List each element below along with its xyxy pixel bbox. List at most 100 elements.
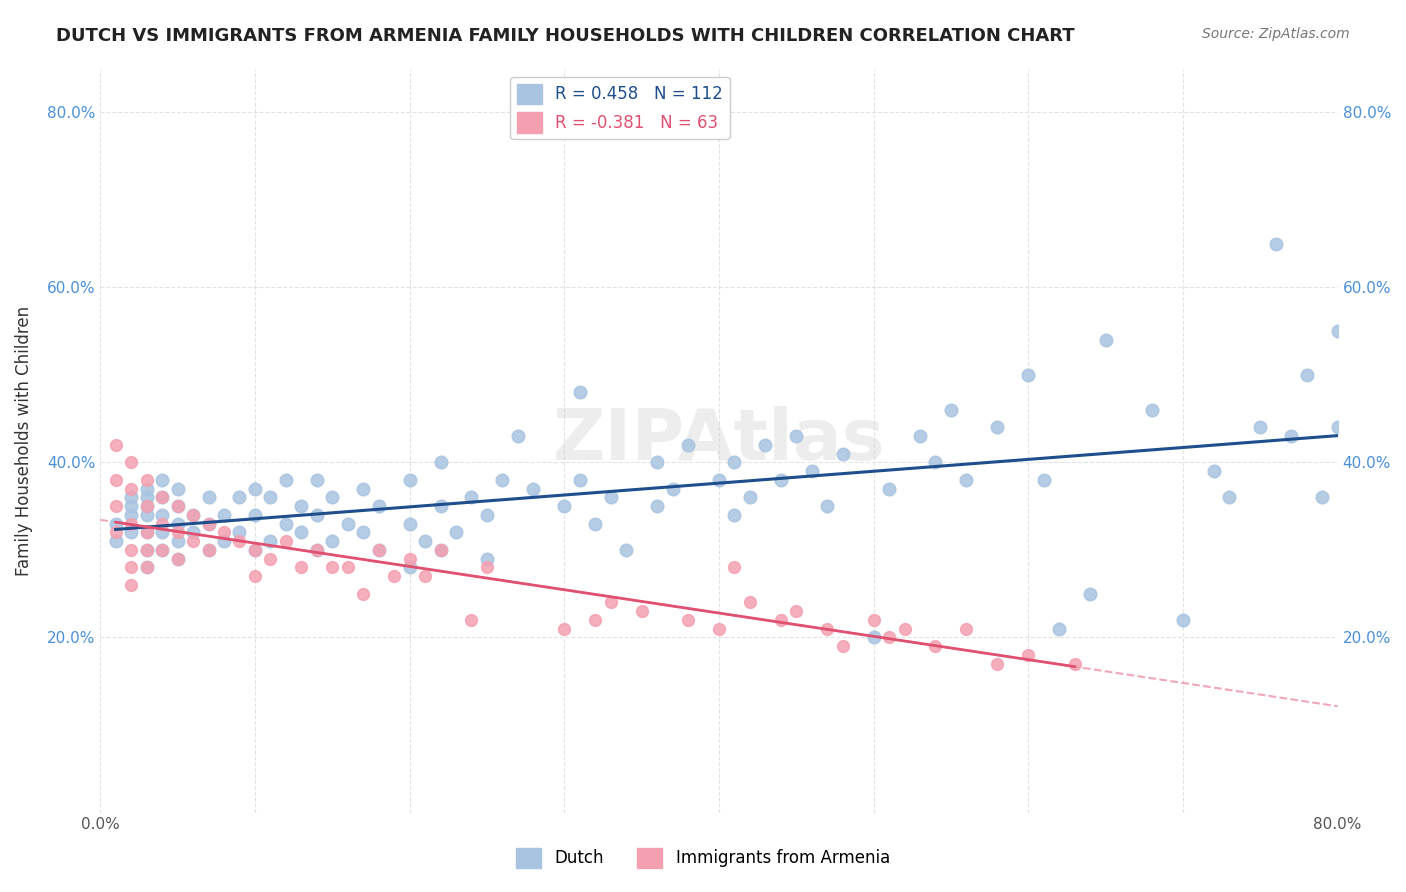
Point	[1094, 333, 1116, 347]
Y-axis label: Family Households with Children: Family Households with Children	[15, 305, 32, 575]
Point	[924, 639, 946, 653]
Point	[475, 560, 498, 574]
Point	[135, 525, 157, 540]
Point	[429, 499, 451, 513]
Point	[352, 525, 374, 540]
Point	[460, 491, 482, 505]
Point	[1202, 464, 1225, 478]
Point	[135, 543, 157, 558]
Point	[908, 429, 931, 443]
Point	[429, 543, 451, 558]
Point	[197, 543, 219, 558]
Point	[120, 491, 142, 505]
Point	[815, 499, 838, 513]
Point	[104, 534, 127, 549]
Point	[413, 569, 436, 583]
Point	[630, 604, 652, 618]
Point	[104, 473, 127, 487]
Point	[367, 543, 389, 558]
Point	[460, 613, 482, 627]
Point	[1063, 657, 1085, 671]
Point	[243, 543, 266, 558]
Point	[1032, 473, 1054, 487]
Point	[676, 438, 699, 452]
Point	[166, 534, 188, 549]
Point	[321, 560, 343, 574]
Point	[877, 631, 900, 645]
Point	[181, 525, 204, 540]
Point	[150, 543, 173, 558]
Point	[243, 508, 266, 522]
Point	[398, 560, 420, 574]
Point	[352, 482, 374, 496]
Point	[862, 613, 884, 627]
Point	[104, 499, 127, 513]
Point	[1249, 420, 1271, 434]
Point	[135, 543, 157, 558]
Point	[506, 429, 529, 443]
Point	[1218, 491, 1240, 505]
Point	[676, 613, 699, 627]
Point	[243, 543, 266, 558]
Point	[1326, 324, 1348, 338]
Point	[104, 525, 127, 540]
Point	[398, 473, 420, 487]
Point	[475, 551, 498, 566]
Point	[862, 631, 884, 645]
Point	[1171, 613, 1194, 627]
Point	[1140, 403, 1163, 417]
Point	[815, 622, 838, 636]
Point	[228, 491, 250, 505]
Point	[398, 551, 420, 566]
Point	[197, 543, 219, 558]
Point	[522, 482, 544, 496]
Text: Source: ZipAtlas.com: Source: ZipAtlas.com	[1202, 27, 1350, 41]
Point	[645, 455, 668, 469]
Point	[1017, 368, 1039, 382]
Point	[290, 525, 312, 540]
Point	[1310, 491, 1333, 505]
Point	[568, 385, 591, 400]
Point	[290, 499, 312, 513]
Point	[723, 560, 745, 574]
Point	[429, 543, 451, 558]
Point	[1017, 648, 1039, 662]
Point	[738, 595, 761, 609]
Point	[955, 473, 977, 487]
Point	[305, 473, 328, 487]
Point	[166, 551, 188, 566]
Point	[785, 429, 807, 443]
Point	[150, 491, 173, 505]
Point	[367, 543, 389, 558]
Point	[212, 534, 235, 549]
Point	[986, 420, 1008, 434]
Point	[1279, 429, 1302, 443]
Point	[259, 491, 281, 505]
Point	[166, 516, 188, 531]
Point	[738, 491, 761, 505]
Point	[120, 525, 142, 540]
Point	[104, 516, 127, 531]
Point	[893, 622, 915, 636]
Point	[305, 543, 328, 558]
Point	[135, 499, 157, 513]
Point	[274, 473, 297, 487]
Point	[228, 534, 250, 549]
Point	[336, 560, 359, 574]
Point	[135, 473, 157, 487]
Point	[181, 534, 204, 549]
Point	[135, 482, 157, 496]
Point	[120, 543, 142, 558]
Point	[754, 438, 776, 452]
Point	[135, 508, 157, 522]
Point	[1295, 368, 1317, 382]
Point	[769, 473, 792, 487]
Point	[429, 455, 451, 469]
Point	[707, 473, 730, 487]
Point	[723, 455, 745, 469]
Point	[398, 516, 420, 531]
Point	[290, 560, 312, 574]
Point	[150, 473, 173, 487]
Point	[274, 534, 297, 549]
Point	[150, 508, 173, 522]
